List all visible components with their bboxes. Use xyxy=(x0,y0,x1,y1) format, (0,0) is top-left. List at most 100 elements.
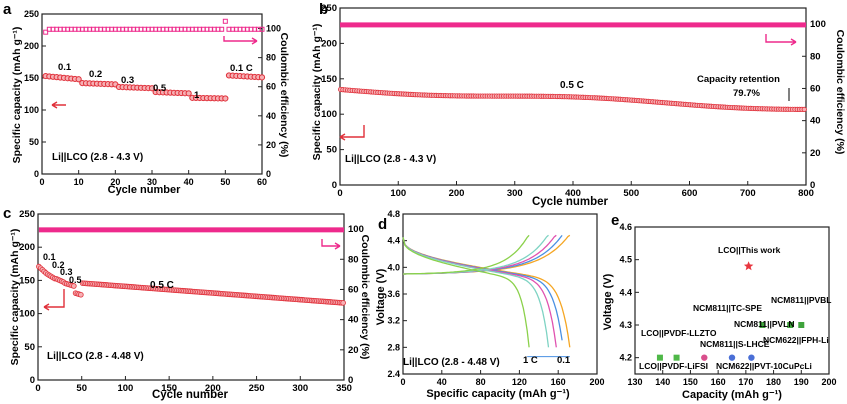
x-tick-label-e-3: 160 xyxy=(711,377,726,387)
plot-frame-c xyxy=(37,213,345,381)
rate-label-c-0: 0.1 xyxy=(43,252,56,262)
point-marker-1 xyxy=(798,322,805,328)
y2-tick-label-b-1: 20 xyxy=(810,148,821,159)
panel-label-e: e xyxy=(611,212,619,229)
panel-d: d 0 40 80 120 160 200 2.4 2.8 3.2 3.6 4.0 4.4 4.8 S… xyxy=(375,209,605,400)
y2-tick-label-a-0: 0 xyxy=(266,169,271,179)
y-axis-label-e: Voltage (V) xyxy=(602,273,614,330)
ce-series-c xyxy=(38,227,344,233)
rate-label-a-3: 0.5 xyxy=(153,83,167,94)
point-label-8: NCM622||PVT-10CuPcLi xyxy=(716,361,812,371)
y2-tick-label-b-3: 60 xyxy=(810,83,821,94)
capacity-series-b xyxy=(337,86,807,113)
x-axis-label-c: Cycle number xyxy=(152,389,229,401)
point-marker-6 xyxy=(748,354,755,361)
y2-tick-label-c-4: 80 xyxy=(348,254,359,265)
y-tick-label-a-3: 150 xyxy=(24,73,39,83)
x-axis-label-b: Cycle number xyxy=(532,196,609,208)
x-tick-label-a-4: 40 xyxy=(184,177,194,187)
point-marker-0 xyxy=(743,261,754,271)
x-axis-label-a: Cycle number xyxy=(108,184,181,196)
discharge-curve-3 xyxy=(402,237,550,348)
y2-tick-label-a-5: 100 xyxy=(266,24,281,34)
y2-axis-label-a: Coulombic efficiency (%) xyxy=(278,33,290,158)
x-tick-label-e-6: 190 xyxy=(794,377,809,387)
x-tick-label-b-8: 800 xyxy=(798,188,814,199)
y-tick-label-c-0: 0 xyxy=(30,375,35,386)
x-tick-label-d-2: 80 xyxy=(476,377,486,387)
y-tick-label-d-2: 3.2 xyxy=(387,316,400,326)
point-marker-5 xyxy=(701,354,708,361)
x-tick-label-e-4: 170 xyxy=(738,377,753,387)
x-tick-label-a-6: 60 xyxy=(257,177,267,187)
plot-frame-d xyxy=(402,213,598,375)
y-tick-label-e-3: 4.5 xyxy=(619,255,632,265)
x-tick-label-e-5: 180 xyxy=(766,377,781,387)
capacity-point-c-41 xyxy=(71,283,77,289)
capacity-series-c xyxy=(36,263,346,306)
x-tick-label-e-1: 140 xyxy=(655,377,670,387)
y-tick-label-c-4: 200 xyxy=(19,242,35,253)
x-tick-label-b-2: 200 xyxy=(449,188,465,199)
y-axis-label-a: Specific capacity (mAh g⁻¹) xyxy=(11,27,23,164)
y2-tick-label-b-5: 100 xyxy=(810,19,826,30)
capacity-point-c-349 xyxy=(340,300,346,306)
rate-label-a-5: 0.1 C xyxy=(230,63,253,74)
y-tick-labels-a: 0 50 100 150 200 250 xyxy=(24,9,39,179)
left-axis-arrow-c xyxy=(43,289,65,311)
point-marker-4 xyxy=(673,354,680,361)
rate-label-a-2: 0.3 xyxy=(121,75,134,86)
point-label-1: NCM811||PVBL xyxy=(771,295,832,305)
y-tick-label-e-2: 4.4 xyxy=(619,287,632,297)
x-tick-label-e-7: 200 xyxy=(821,377,836,387)
y-tick-label-b-3: 150 xyxy=(321,74,337,85)
x-tick-label-b-1: 100 xyxy=(390,188,406,199)
point-label-6: NCM622||FPH-Li xyxy=(763,335,829,345)
point-label-2: NCM811||TC-SPE xyxy=(693,303,762,313)
voltage-curves-d xyxy=(402,234,571,358)
point-marker-8 xyxy=(728,354,736,361)
panel-c: c 0 50 100 150 200 250 300 350 050100150200250 … xyxy=(3,205,371,401)
capacity-point-a-60 xyxy=(258,74,266,81)
point-label-4: LCO||PVDF-LLZTO xyxy=(641,328,717,338)
y-tick-label-b-4: 200 xyxy=(321,38,337,49)
x-tick-label-d-3: 120 xyxy=(512,377,527,387)
y2-tick-label-b-2: 40 xyxy=(810,116,821,127)
y-tick-label-e-1: 4.3 xyxy=(619,320,632,330)
x-tick-label-e-2: 150 xyxy=(683,377,698,387)
rate-label-a-0: 0.1 xyxy=(58,62,72,73)
panel-e: e 130 140 150 160 170 180 190 200 4.24.34.44.54… xyxy=(602,212,837,401)
y-axis-label-d: Voltage (V) xyxy=(375,268,387,325)
rate-range-start: 1 C xyxy=(523,355,538,366)
y-tick-label-a-0: 0 xyxy=(34,169,39,179)
x-axis-label-e: Capacity (mAh g⁻¹) xyxy=(682,389,782,401)
y-tick-label-a-1: 50 xyxy=(29,137,39,147)
capacity-point-a-40 xyxy=(185,90,192,97)
ce-series-a xyxy=(43,18,265,35)
x-tick-label-a-3: 30 xyxy=(147,177,157,187)
comparison-points-e xyxy=(656,261,805,361)
y2-tick-label-b-4: 80 xyxy=(810,51,821,62)
x-tick-label-b-3: 300 xyxy=(507,188,523,199)
y-tick-labels-b: 0 50 100 150 200 250 xyxy=(321,3,337,191)
y2-tick-label-c-0: 0 xyxy=(348,375,353,386)
x-tick-label-a-0: 0 xyxy=(39,177,44,187)
y-tick-labels-e: 4.2 4.3 4.4 4.5 4.6 xyxy=(619,222,632,363)
y2-tick-label-c-2: 40 xyxy=(348,315,359,326)
y-tick-label-e-4: 4.6 xyxy=(619,222,632,232)
y-tick-label-c-2: 100 xyxy=(19,309,35,320)
panel-label-d: d xyxy=(378,216,387,233)
axes-box-d xyxy=(402,213,598,375)
axes-box-a xyxy=(41,13,263,175)
point-label-0: LCO||This work xyxy=(718,245,781,255)
x-tick-label-c-1: 50 xyxy=(76,383,87,394)
x-tick-label-b-5: 500 xyxy=(623,188,639,199)
y-tick-label-b-1: 50 xyxy=(326,145,337,156)
y-tick-label-d-6: 4.8 xyxy=(387,209,400,219)
rate-label-a-1: 0.2 xyxy=(89,69,102,80)
panel-a: a 0 10 20 30 40 50 60 0 50 100 150 200 250 0 20 40 60 8… xyxy=(3,1,290,196)
x-tick-label-a-2: 20 xyxy=(110,177,120,187)
x-tick-label-c-2: 100 xyxy=(117,383,133,394)
y2-axis-label-b: Coulombic efficiency (%) xyxy=(834,30,846,155)
x-tick-label-c-5: 250 xyxy=(249,383,265,394)
